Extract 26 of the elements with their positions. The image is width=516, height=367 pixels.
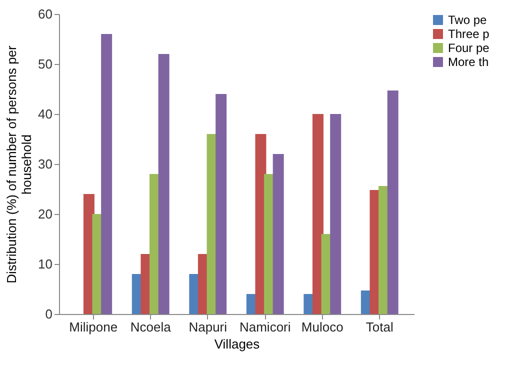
bar — [330, 114, 342, 314]
y-tick-label: 0 — [45, 306, 52, 322]
x-tick-label: Ncoela — [130, 320, 172, 334]
x-tick-label: Napuri — [188, 320, 228, 334]
x-tick-label: Milipone — [69, 320, 118, 334]
legend-label: Two pe — [448, 13, 488, 27]
bar — [101, 34, 112, 314]
x-axis-title: Villages — [214, 336, 260, 352]
x-tick-label: Namicori — [239, 320, 291, 334]
y-tick-label: 50 — [38, 56, 52, 72]
legend-label: More th — [448, 55, 489, 69]
y-tick-label: 60 — [38, 6, 52, 22]
bar — [272, 154, 284, 314]
legend-label: Four pe — [448, 41, 490, 55]
x-tick-label: Muloco — [301, 320, 344, 334]
legend-label: Three p — [448, 27, 490, 41]
y-tick-label: 10 — [38, 256, 52, 272]
bar — [387, 90, 398, 314]
bar — [216, 94, 227, 314]
y-axis-title: Distribution (%) of number of persons per household — [4, 44, 34, 284]
y-tick-label: 30 — [38, 156, 52, 172]
y-tick-label: 40 — [38, 106, 52, 122]
y-tick-label: 20 — [38, 206, 52, 222]
bar — [312, 114, 324, 314]
x-tick-label: Total — [366, 320, 394, 334]
bar — [158, 54, 170, 314]
